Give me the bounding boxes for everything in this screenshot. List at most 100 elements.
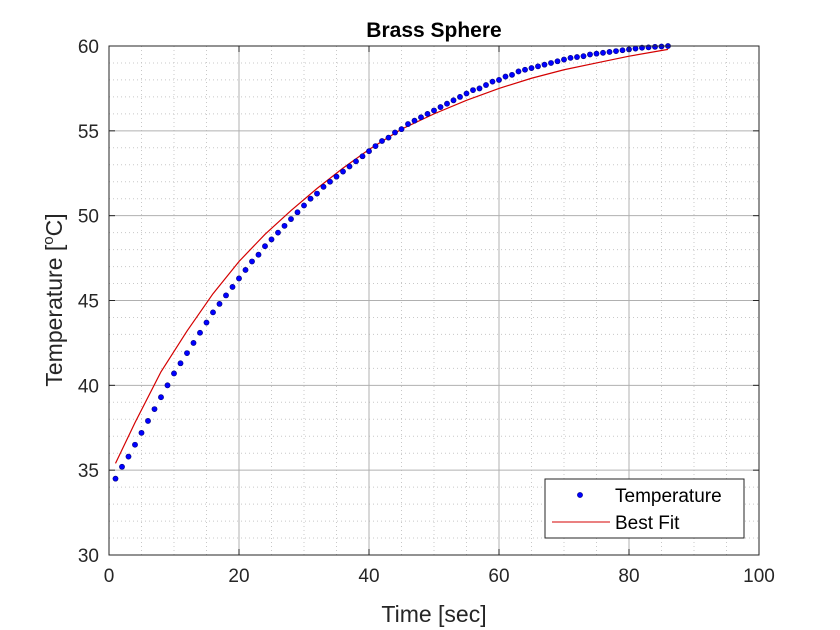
temperature-point	[255, 251, 262, 258]
temperature-point	[184, 350, 190, 356]
temperature-point	[307, 195, 314, 202]
x-tick-label: 100	[743, 566, 775, 587]
temperature-point	[450, 97, 457, 104]
temperature-point	[190, 340, 197, 346]
y-axis-label-main: Temperature [	[41, 244, 67, 387]
temperature-point	[268, 236, 275, 243]
tick-marks	[108, 45, 760, 556]
y-tick-label: 35	[78, 461, 99, 482]
y-tick-label: 30	[78, 546, 99, 567]
temperature-point	[567, 54, 574, 61]
temperature-point	[314, 190, 320, 197]
temperature-point	[132, 441, 138, 448]
temperature-point	[541, 61, 548, 68]
temperature-point	[229, 284, 236, 290]
y-axis-label-superscript: o	[40, 236, 57, 244]
temperature-point	[327, 178, 333, 185]
temperature-point	[294, 209, 301, 216]
temperature-point	[496, 77, 502, 83]
temperature-point	[587, 51, 593, 58]
temperature-point	[288, 216, 294, 222]
temperature-point	[476, 85, 483, 92]
x-tick-label: 0	[104, 566, 115, 587]
temperature-point	[216, 300, 223, 307]
y-tick-label: 55	[78, 122, 99, 143]
temperature-point	[112, 475, 119, 482]
temperature-point	[424, 110, 431, 117]
temperature-point	[554, 58, 561, 65]
temperature-point	[151, 406, 158, 412]
legend-label-temperature: Temperature	[615, 486, 722, 507]
legend: Temperature Best Fit	[544, 478, 745, 539]
temperature-point	[632, 45, 639, 52]
temperature-point	[236, 275, 242, 282]
temperature-point	[171, 370, 177, 377]
temperature-point	[431, 107, 437, 114]
temperature-point	[652, 43, 658, 50]
temperature-point	[379, 138, 385, 144]
temperature-point	[535, 63, 541, 70]
y-tick-label: 60	[78, 37, 99, 58]
legend-marker-temperature	[577, 492, 583, 498]
temperature-point	[242, 267, 249, 273]
y-tick-labels: 30 35 40 45 50 55 60	[78, 37, 99, 567]
temperature-point	[158, 394, 164, 401]
temperature-point	[353, 158, 359, 165]
temperature-point	[372, 143, 379, 149]
x-tick-label: 40	[358, 566, 379, 587]
temperature-point	[574, 54, 580, 60]
temperature-point	[119, 463, 125, 470]
temperature-point	[385, 134, 392, 141]
x-axis-label: Time [sec]	[381, 601, 486, 627]
temperature-point	[366, 148, 372, 155]
temperature-point	[470, 87, 476, 94]
temperature-point	[275, 229, 281, 236]
temperature-point	[392, 129, 398, 136]
temperature-point	[561, 56, 567, 63]
temperature-point	[593, 50, 600, 57]
temperature-point	[522, 66, 528, 73]
temperature-point	[528, 65, 535, 71]
temperature-point	[548, 60, 554, 66]
x-tick-labels: 0 20 40 60 80 100	[104, 566, 775, 587]
temperature-point	[619, 47, 626, 54]
x-tick-label: 80	[618, 566, 639, 587]
temperature-point	[658, 43, 665, 50]
temperature-point	[125, 453, 132, 460]
temperature-point	[457, 94, 463, 100]
chart-title: Brass Sphere	[366, 19, 501, 42]
temperature-point	[223, 292, 229, 299]
y-tick-label: 40	[78, 376, 99, 397]
temperature-point	[359, 153, 366, 160]
temperature-point	[489, 78, 496, 85]
y-axis-label-end: C]	[41, 213, 67, 236]
temperature-point	[509, 71, 515, 78]
temperature-point	[483, 82, 489, 88]
temperature-point	[262, 243, 268, 250]
temperature-point	[502, 73, 509, 80]
temperature-point	[203, 319, 210, 326]
temperature-point	[301, 202, 307, 209]
temperature-point	[138, 429, 145, 436]
temperature-point	[210, 309, 216, 316]
temperature-point	[580, 53, 587, 60]
series-layer	[112, 43, 671, 482]
y-tick-label: 50	[78, 207, 99, 228]
legend-box	[544, 478, 745, 539]
y-tick-label: 45	[78, 292, 99, 313]
temperature-point	[197, 329, 203, 336]
temperature-point	[333, 173, 340, 180]
temperature-point	[418, 114, 424, 121]
temperature-point	[320, 183, 327, 190]
temperature-point	[515, 68, 522, 75]
y-axis-label: Temperature [oC]	[40, 213, 67, 386]
temperature-point	[249, 258, 255, 265]
legend-label-best-fit: Best Fit	[615, 513, 680, 534]
temperature-point	[444, 100, 450, 107]
temperature-point	[177, 360, 184, 367]
temperature-point	[346, 163, 353, 170]
temperature-point	[398, 126, 405, 133]
x-tick-label: 20	[228, 566, 249, 587]
